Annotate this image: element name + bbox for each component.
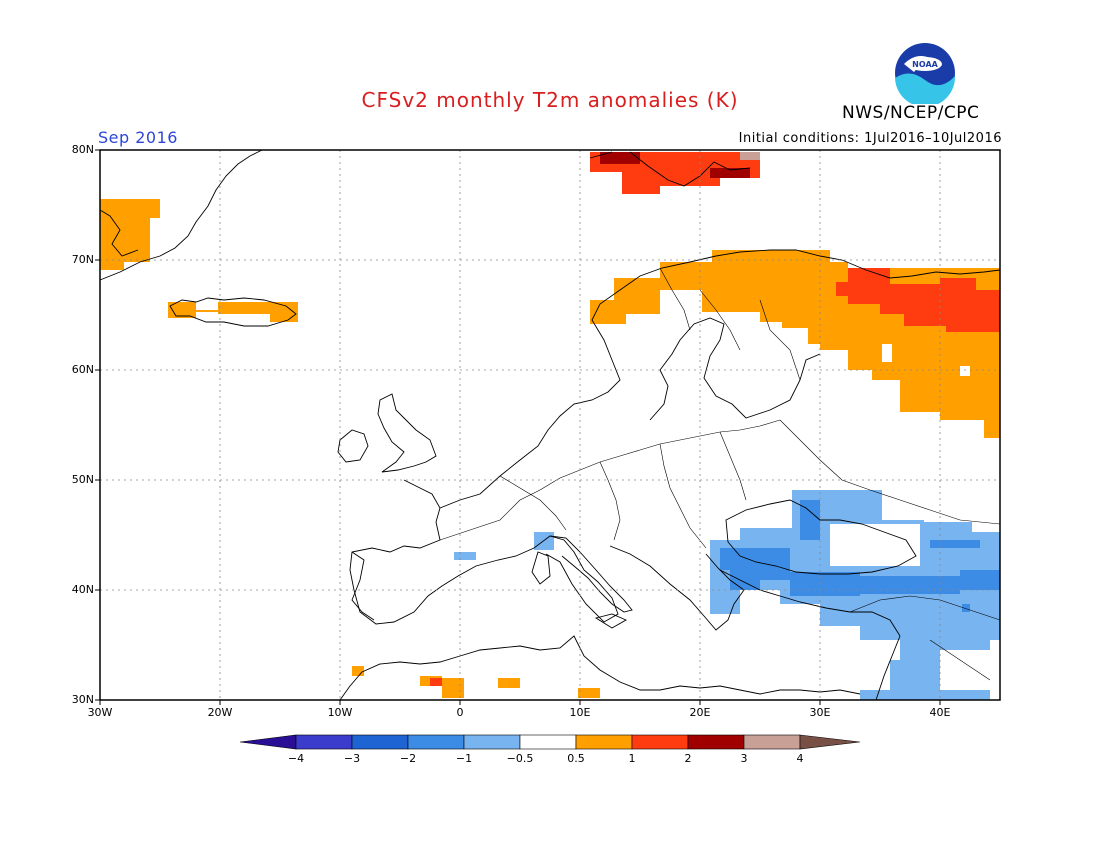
lon-label-0: 0 — [456, 706, 464, 719]
colorbar-cell-7 — [631, 734, 689, 750]
colorbar-cell-3 — [407, 734, 465, 750]
anomaly-fill-layer — [100, 152, 1000, 700]
lon-label-40e: 40E — [929, 706, 951, 719]
colorbar-label: 1 — [628, 752, 636, 765]
lat-label-40n: 40N — [71, 583, 94, 596]
lon-label-20e: 20E — [689, 706, 711, 719]
colorbar-cell-1 — [295, 734, 353, 750]
colorbar-label: −1 — [455, 752, 473, 765]
lat-label-30n: 30N — [71, 693, 94, 706]
colorbar-label: 0.5 — [567, 752, 585, 765]
lon-label-30w: 30W — [87, 706, 113, 719]
lon-label-20w: 20W — [207, 706, 233, 719]
colorbar — [239, 734, 861, 750]
colorbar-label: −4 — [287, 752, 305, 765]
axis-ticks — [95, 149, 941, 705]
map-frame — [99, 149, 1001, 701]
graticule — [100, 150, 1000, 700]
lon-label-10w: 10W — [327, 706, 353, 719]
lon-label-30e: 30E — [809, 706, 831, 719]
colorbar-label: 2 — [684, 752, 692, 765]
colorbar-cell-4 — [463, 734, 521, 750]
colorbar-label: 4 — [796, 752, 804, 765]
noaa-logo-text: NOAA — [912, 60, 938, 69]
colorbar-label: −2 — [399, 752, 417, 765]
colorbar-cell-lt-4 — [239, 734, 297, 750]
border-layer — [439, 267, 1001, 681]
colorbar-cell-5 — [519, 734, 577, 750]
lat-label-80n: 80N — [71, 143, 94, 156]
noaa-logo-icon: NOAA — [895, 43, 956, 104]
colorbar-cell-8 — [687, 734, 745, 750]
colorbar-cell-gt-4 — [799, 734, 861, 750]
colorbar-label: 3 — [740, 752, 748, 765]
lat-label-50n: 50N — [71, 473, 94, 486]
initial-conditions-label: Initial conditions: 1Jul2016–10Jul2016 — [738, 131, 1002, 146]
lat-label-70n: 70N — [71, 253, 94, 266]
colorbar-cell-9 — [743, 734, 801, 750]
map-title: CFSv2 monthly T2m anomalies (K) — [361, 88, 739, 112]
lon-label-10e: 10E — [569, 706, 591, 719]
colorbar-label: −3 — [343, 752, 361, 765]
lat-label-60n: 60N — [71, 363, 94, 376]
agency-label: NWS/NCEP/CPC — [842, 103, 980, 123]
valid-month-label: Sep 2016 — [98, 128, 178, 147]
colorbar-cell-2 — [351, 734, 409, 750]
colorbar-label: −0.5 — [506, 752, 534, 765]
colorbar-cell-6 — [575, 734, 633, 750]
